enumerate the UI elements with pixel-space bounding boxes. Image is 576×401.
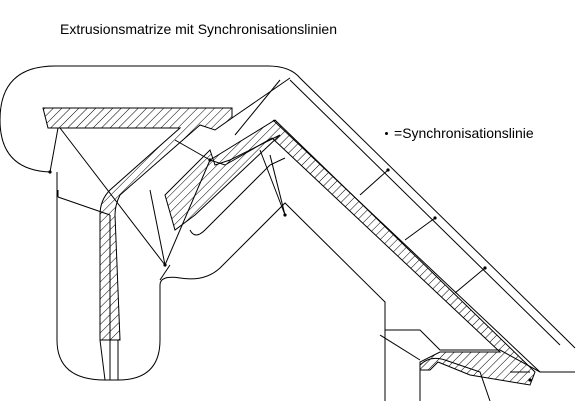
sync-line	[99, 339, 106, 381]
sync-line	[359, 169, 389, 196]
sync-line	[149, 189, 166, 266]
die-outer-outline	[0, 65, 576, 349]
legend-label: Synchronisationslinie	[402, 125, 534, 141]
sync-line	[164, 159, 211, 266]
legend: = Synchronisationslinie	[385, 125, 534, 141]
sync-line	[269, 154, 286, 216]
sync-point	[386, 168, 390, 172]
sync-point	[528, 378, 532, 382]
hatched-diagonal-channel	[208, 119, 536, 386]
sync-line	[231, 77, 291, 119]
sync-line	[404, 217, 436, 241]
diagram-title: Extrusionsmatrize mit Synchronisationsli…	[60, 21, 337, 37]
sync-point	[283, 213, 287, 217]
sync-line	[259, 149, 286, 216]
sync-line	[234, 79, 281, 136]
sync-lines	[49, 77, 530, 381]
sync-point	[208, 158, 212, 162]
hatched-top-bar	[42, 107, 233, 341]
legend-sync-point	[386, 130, 389, 133]
sync-line	[174, 139, 211, 161]
hatched-inner-bridge	[164, 134, 281, 231]
channel-outer-line	[289, 79, 561, 346]
sync-point	[48, 170, 52, 174]
die-left-outline	[56, 172, 386, 401]
sync-line	[59, 127, 166, 266]
sync-point	[433, 216, 437, 220]
legend-separator: =	[394, 125, 403, 141]
sync-point-icon	[385, 131, 388, 135]
sync-line	[454, 267, 486, 294]
sync-point	[163, 263, 167, 267]
sync-point	[483, 266, 487, 270]
sync-points	[48, 130, 532, 382]
sync-line	[379, 334, 421, 361]
sync-line	[57, 196, 111, 216]
sync-line	[49, 127, 59, 173]
